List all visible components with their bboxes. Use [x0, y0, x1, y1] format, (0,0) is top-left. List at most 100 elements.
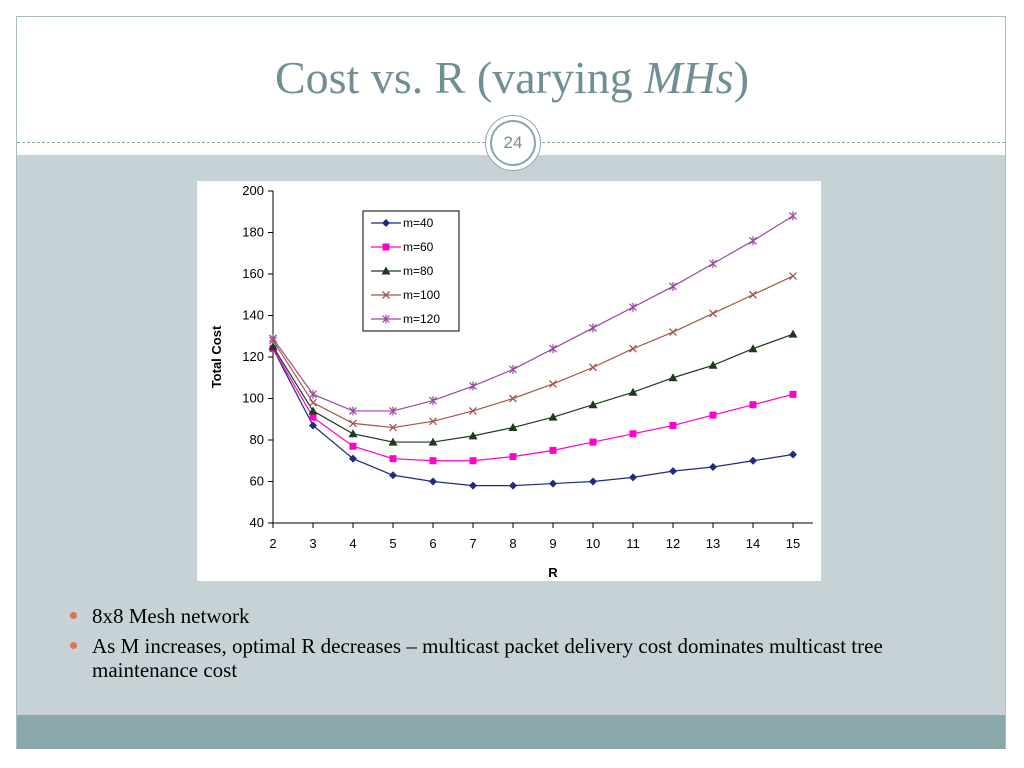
data-point	[629, 430, 637, 438]
data-point	[349, 406, 357, 416]
bullet-text: 8x8 Mesh network	[92, 604, 250, 628]
x-tick-label: 12	[666, 536, 680, 551]
legend-item: m=40	[371, 216, 434, 230]
data-point	[789, 211, 797, 221]
legend-item: m=100	[371, 288, 440, 302]
legend-label: m=100	[403, 288, 440, 302]
data-point	[469, 457, 477, 465]
y-tick-label: 200	[242, 183, 264, 198]
y-tick-label: 160	[242, 266, 264, 281]
series-line	[272, 348, 794, 462]
data-point	[469, 481, 477, 490]
data-point	[469, 406, 477, 415]
legend-marker	[381, 266, 391, 275]
data-point	[629, 302, 637, 312]
data-point	[549, 344, 557, 354]
legend-item: m=120	[371, 312, 440, 326]
data-point	[749, 401, 757, 409]
y-tick-label: 60	[250, 474, 264, 489]
legend-label: m=120	[403, 312, 440, 326]
legend-label: m=40	[403, 216, 434, 230]
data-point	[388, 437, 398, 446]
x-tick-label: 10	[586, 536, 600, 551]
data-point	[508, 423, 518, 432]
data-point	[509, 394, 517, 403]
bullet-text: As M increases, optimal R decreases – mu…	[92, 634, 883, 682]
data-point	[589, 323, 597, 333]
x-tick-label: 9	[549, 536, 556, 551]
data-point	[749, 456, 757, 465]
data-point	[708, 360, 718, 369]
data-point	[668, 373, 678, 382]
chart-svg: 40 60 80 100 120 140 160 180 200 2 3 4 5 6 7 8 9 10 11 12 13…	[209, 183, 813, 580]
data-point	[589, 477, 597, 486]
data-point	[669, 281, 677, 291]
data-point	[428, 437, 438, 446]
data-point	[389, 406, 397, 416]
data-point	[348, 429, 358, 438]
bullet-item: As M increases, optimal R decreases – mu…	[70, 634, 970, 682]
data-point	[429, 477, 437, 486]
data-point	[309, 389, 317, 399]
page-number: 24	[490, 120, 536, 166]
series-m-40	[269, 344, 797, 490]
data-point	[509, 453, 517, 461]
data-point	[549, 479, 557, 488]
y-axis-label: Total Cost	[209, 325, 224, 388]
data-point	[589, 363, 597, 372]
data-point	[588, 400, 598, 409]
series-m-80	[268, 329, 798, 446]
data-point	[748, 344, 758, 353]
series-line	[272, 275, 794, 429]
page-number-badge: 24	[485, 115, 541, 171]
x-tick-label: 6	[429, 536, 436, 551]
data-point	[429, 417, 437, 426]
series-m-100	[269, 272, 797, 432]
data-point	[669, 467, 677, 476]
data-point	[509, 364, 517, 374]
bullet-dot	[70, 642, 77, 649]
data-point	[308, 406, 318, 415]
data-point	[789, 450, 797, 459]
x-tick-label: 11	[626, 536, 640, 551]
title-italic: MHs	[644, 52, 734, 103]
data-point	[309, 413, 317, 421]
x-tick-label: 5	[389, 536, 396, 551]
title-main: Cost vs. R (varying	[274, 52, 645, 103]
data-point	[629, 344, 637, 353]
bullet-dot	[70, 612, 77, 619]
data-point	[548, 412, 558, 421]
data-point	[309, 421, 317, 430]
data-point	[469, 381, 477, 391]
data-point	[629, 473, 637, 482]
chart: 40 60 80 100 120 140 160 180 200 2 3 4 5 6 7 8 9 10 11 12 13…	[197, 181, 821, 581]
series-line	[272, 333, 794, 443]
legend-marker	[382, 314, 390, 324]
x-tick-label: 7	[469, 536, 476, 551]
y-tick-label: 40	[250, 515, 264, 530]
x-tick-label: 4	[349, 536, 356, 551]
data-point	[349, 454, 357, 463]
data-point	[549, 380, 557, 388]
data-point	[429, 457, 437, 465]
data-point	[709, 259, 717, 269]
y-tick-label: 80	[250, 432, 264, 447]
data-point	[749, 236, 757, 246]
legend-item: m=80	[371, 264, 434, 278]
y-tick-label: 140	[242, 308, 264, 323]
data-point	[389, 471, 397, 480]
x-tick-label: 14	[746, 536, 760, 551]
bullet-item: 8x8 Mesh network	[70, 604, 970, 628]
data-point	[509, 481, 517, 490]
data-point	[749, 290, 757, 299]
legend-marker	[382, 219, 390, 227]
data-point	[709, 462, 717, 471]
data-point	[669, 421, 677, 429]
data-point	[389, 423, 397, 432]
legend-marker	[382, 291, 390, 299]
slide-title: Cost vs. R (varying MHs)	[0, 50, 1024, 106]
bullet-list: 8x8 Mesh network As M increases, optimal…	[70, 604, 970, 688]
x-axis-label: R	[548, 565, 558, 580]
x-tick-label: 2	[269, 536, 276, 551]
legend-label: m=60	[403, 240, 434, 254]
